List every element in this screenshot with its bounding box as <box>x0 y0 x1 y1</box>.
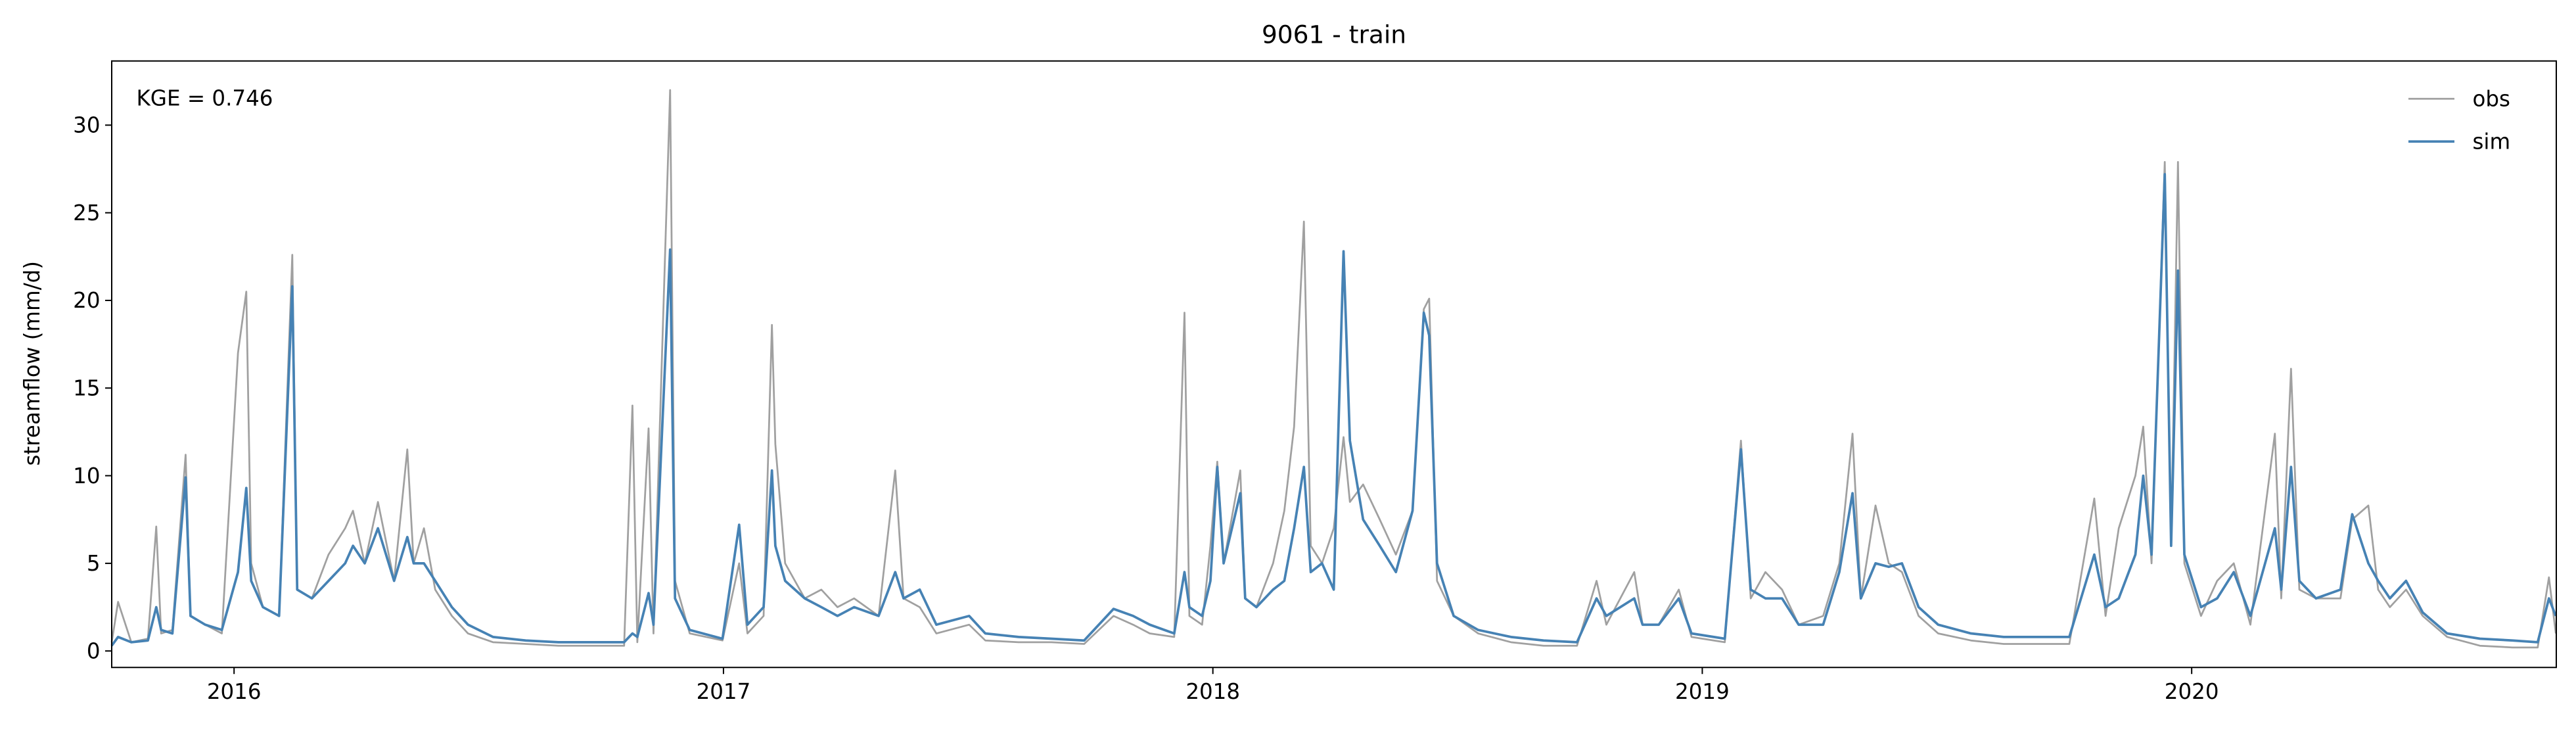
y-axis-label: streamflow (mm/d) <box>20 261 45 465</box>
y-tick-label: 25 <box>73 201 100 225</box>
x-tick-label: 2020 <box>2165 679 2219 704</box>
y-tick-label: 0 <box>87 638 101 663</box>
x-tick-label: 2019 <box>1675 679 1730 704</box>
y-tick-label: 15 <box>73 376 100 401</box>
legend-label: sim <box>2473 130 2511 154</box>
annotation: KGE = 0.746 <box>137 85 273 110</box>
series-line <box>110 173 2557 647</box>
x-tick-label: 2016 <box>207 679 262 704</box>
y-tick-label: 10 <box>73 463 100 488</box>
x-tick-label: 2018 <box>1185 679 1240 704</box>
legend-label: obs <box>2473 87 2510 112</box>
plot-frame <box>111 60 2557 669</box>
chart-title: 9061 - train <box>1262 20 1406 49</box>
y-tick-label: 30 <box>73 113 100 138</box>
y-tick-label: 5 <box>87 551 101 576</box>
x-tick-label: 2017 <box>697 679 751 704</box>
y-tick-label: 20 <box>73 288 100 313</box>
